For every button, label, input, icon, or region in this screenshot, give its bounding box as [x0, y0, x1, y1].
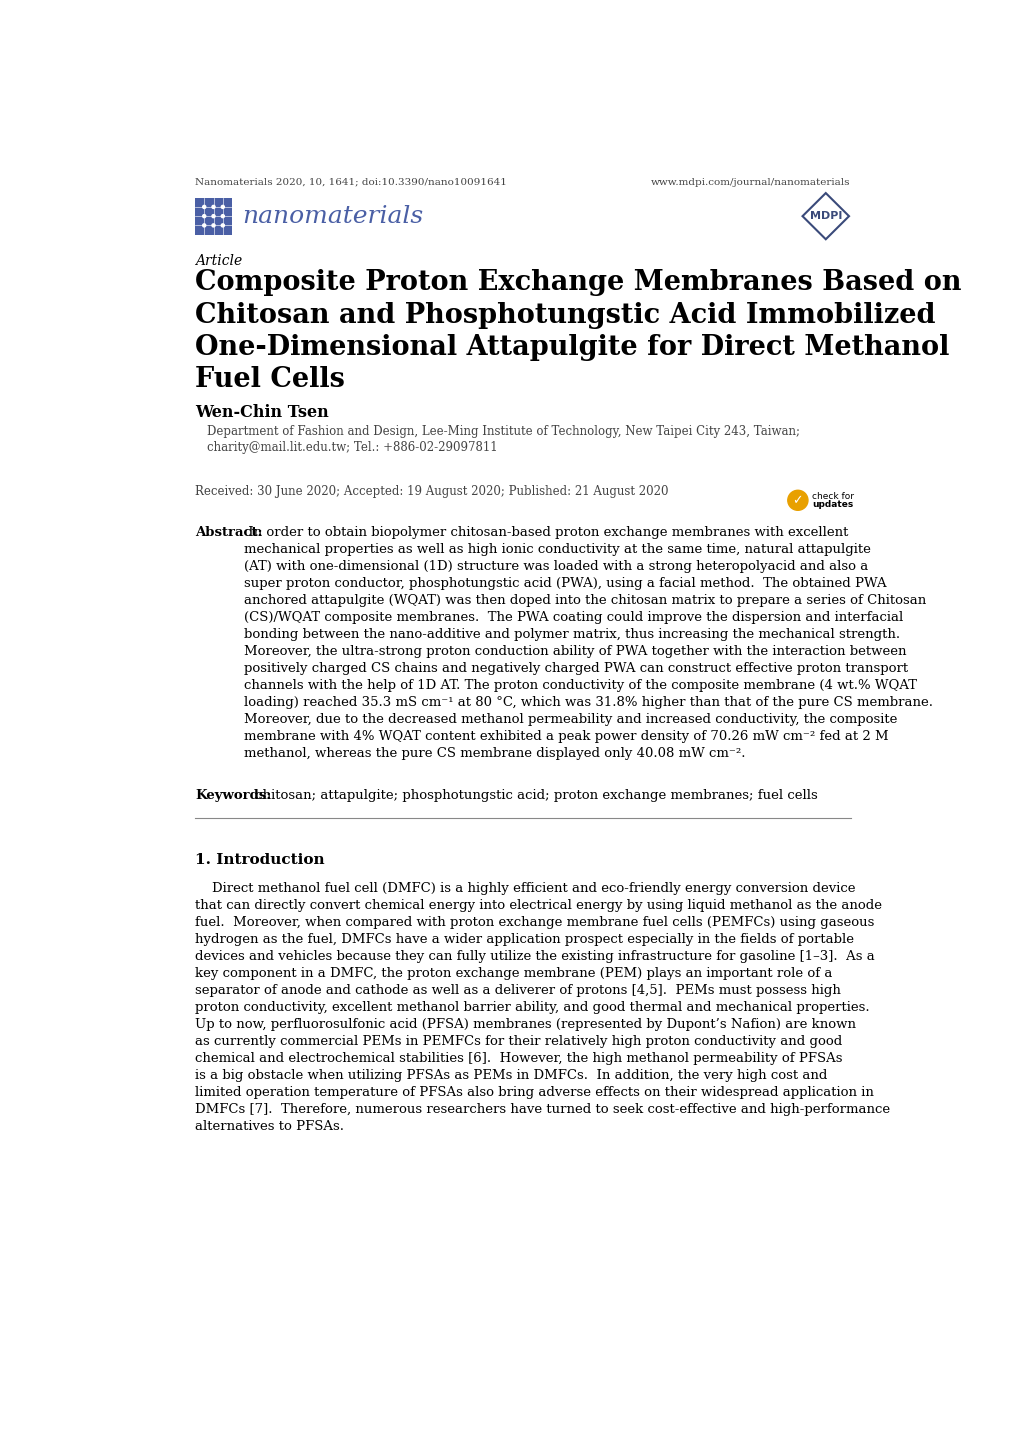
Circle shape [787, 490, 807, 510]
Text: ✓: ✓ [792, 493, 802, 506]
Circle shape [212, 224, 215, 226]
Text: www.mdpi.com/journal/nanomaterials: www.mdpi.com/journal/nanomaterials [650, 177, 850, 187]
Circle shape [203, 205, 206, 209]
Circle shape [203, 215, 206, 218]
Text: Composite Proton Exchange Membranes Based on
Chitosan and Phosphotungstic Acid I: Composite Proton Exchange Membranes Base… [195, 270, 961, 394]
Text: charity@mail.lit.edu.tw; Tel.: +886-02-29097811: charity@mail.lit.edu.tw; Tel.: +886-02-2… [206, 441, 496, 454]
Circle shape [221, 215, 224, 218]
Circle shape [203, 224, 206, 226]
Text: check for: check for [811, 492, 853, 500]
Text: Nanomaterials 2020, 10, 1641; doi:10.3390/nano10091641: Nanomaterials 2020, 10, 1641; doi:10.339… [195, 177, 506, 187]
Text: MDPI: MDPI [809, 211, 841, 221]
Text: Wen-Chin Tsen: Wen-Chin Tsen [195, 404, 328, 421]
Text: nanomaterials: nanomaterials [242, 205, 423, 228]
Circle shape [221, 205, 224, 209]
FancyBboxPatch shape [195, 198, 232, 235]
Text: Received: 30 June 2020; Accepted: 19 August 2020; Published: 21 August 2020: Received: 30 June 2020; Accepted: 19 Aug… [195, 485, 667, 497]
Circle shape [212, 205, 215, 209]
Text: chitosan; attapulgite; phosphotungstic acid; proton exchange membranes; fuel cel: chitosan; attapulgite; phosphotungstic a… [251, 789, 816, 802]
Polygon shape [802, 193, 848, 239]
Text: Keywords:: Keywords: [195, 789, 271, 802]
Text: In order to obtain biopolymer chitosan-based proton exchange membranes with exce: In order to obtain biopolymer chitosan-b… [244, 526, 931, 760]
Circle shape [221, 224, 224, 226]
Text: Department of Fashion and Design, Lee-Ming Institute of Technology, New Taipei C: Department of Fashion and Design, Lee-Mi… [206, 425, 799, 438]
Text: 1. Introduction: 1. Introduction [195, 854, 324, 867]
Text: updates: updates [811, 500, 852, 509]
Text: Direct methanol fuel cell (DMFC) is a highly efficient and eco-friendly energy c: Direct methanol fuel cell (DMFC) is a hi… [195, 883, 890, 1133]
Circle shape [212, 215, 215, 218]
Text: Article: Article [195, 254, 242, 268]
Text: Abstract:: Abstract: [195, 526, 262, 539]
